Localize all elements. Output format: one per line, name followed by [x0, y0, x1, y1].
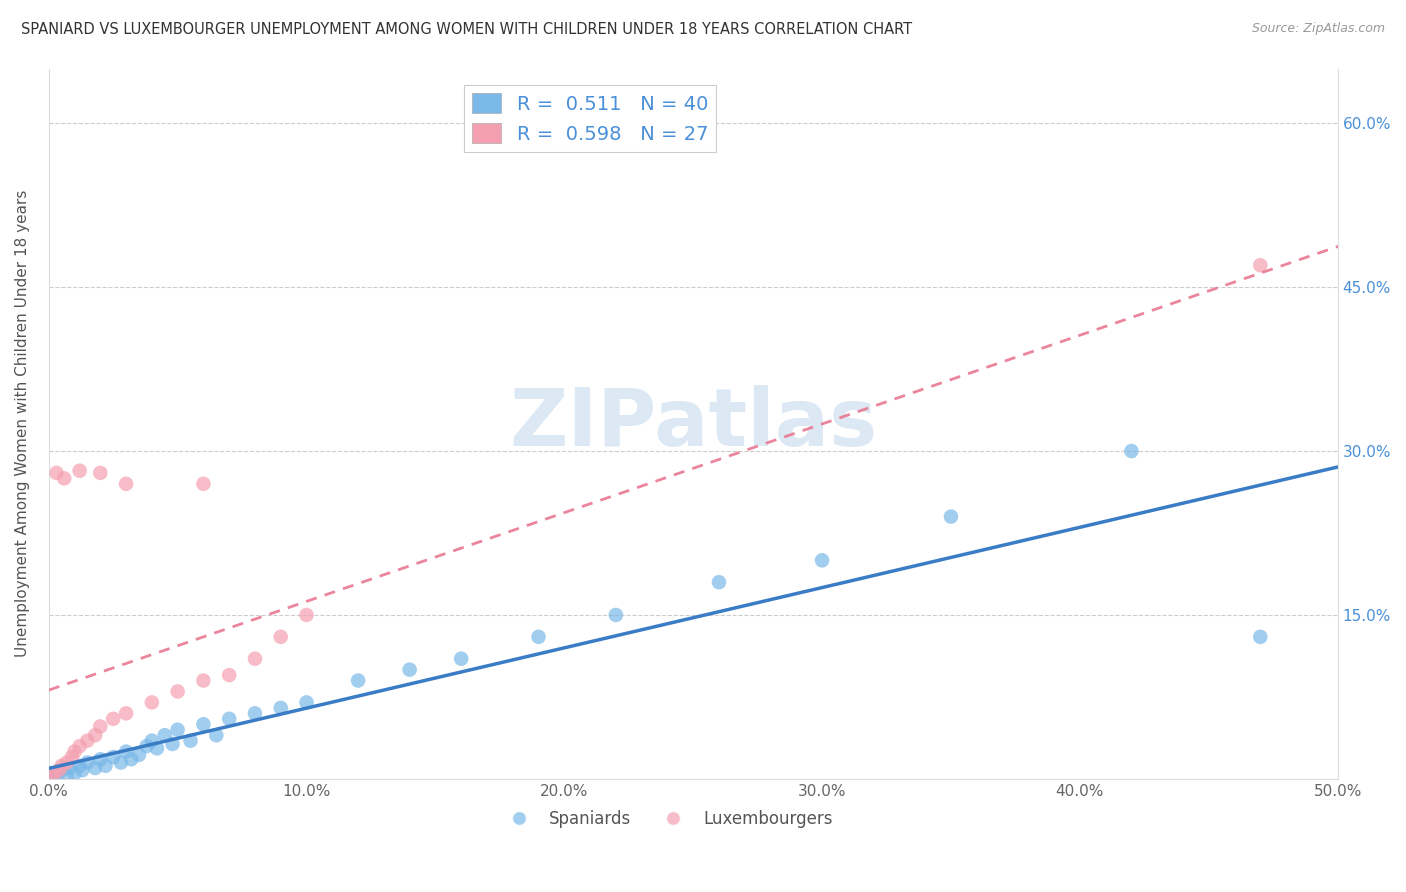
Point [450, 651, 472, 665]
Point [205, 728, 228, 742]
Point [295, 695, 318, 709]
Point [69, 739, 91, 753]
Point [1249, 630, 1271, 644]
Point [84, 728, 107, 742]
Point [243, 651, 266, 665]
Point [166, 723, 188, 737]
Point [58, 761, 80, 775]
Point [605, 607, 627, 622]
Point [270, 701, 292, 715]
Point [76, 733, 98, 747]
Point [193, 673, 215, 688]
Point [1121, 444, 1143, 458]
Point [707, 575, 730, 590]
Point [193, 717, 215, 731]
Point [135, 739, 157, 753]
Point [115, 476, 138, 491]
Point [69, 464, 91, 478]
Point [115, 706, 138, 721]
Point [89, 719, 111, 733]
Text: ZIPatlas: ZIPatlas [509, 384, 877, 463]
Point [45, 770, 67, 784]
Point [60, 750, 83, 764]
Point [398, 663, 420, 677]
Point [218, 668, 240, 682]
Point [527, 630, 550, 644]
Point [166, 684, 188, 698]
Point [41, 769, 63, 783]
Point [42, 766, 65, 780]
Point [56, 769, 79, 783]
Point [51, 763, 73, 777]
Point [180, 733, 202, 747]
Point [41, 766, 63, 780]
Text: SPANIARD VS LUXEMBOURGER UNEMPLOYMENT AMONG WOMEN WITH CHILDREN UNDER 18 YEARS C: SPANIARD VS LUXEMBOURGER UNEMPLOYMENT AM… [21, 22, 912, 37]
Point [103, 712, 125, 726]
Point [243, 706, 266, 721]
Text: Source: ZipAtlas.com: Source: ZipAtlas.com [1251, 22, 1385, 36]
Point [69, 759, 91, 773]
Point [811, 553, 834, 567]
Point [53, 471, 76, 485]
Point [193, 476, 215, 491]
Point [89, 752, 111, 766]
Point [146, 741, 169, 756]
Point [141, 695, 163, 709]
Point [94, 759, 117, 773]
Point [295, 607, 318, 622]
Point [162, 737, 184, 751]
Point [56, 756, 79, 770]
Point [153, 728, 176, 742]
Point [120, 752, 142, 766]
Point [63, 766, 86, 780]
Point [48, 763, 70, 777]
Legend: Spaniards, Luxembourgers: Spaniards, Luxembourgers [496, 803, 839, 835]
Point [115, 745, 138, 759]
Point [939, 509, 962, 524]
Point [347, 673, 370, 688]
Point [1249, 258, 1271, 272]
Point [270, 630, 292, 644]
Point [76, 756, 98, 770]
Point [128, 747, 150, 762]
Point [72, 763, 94, 777]
Point [89, 466, 111, 480]
Point [63, 745, 86, 759]
Point [141, 733, 163, 747]
Point [218, 712, 240, 726]
Point [84, 761, 107, 775]
Y-axis label: Unemployment Among Women with Children Under 18 years: Unemployment Among Women with Children U… [15, 190, 30, 657]
Point [110, 756, 132, 770]
Point [103, 750, 125, 764]
Point [45, 466, 67, 480]
Point [51, 759, 73, 773]
